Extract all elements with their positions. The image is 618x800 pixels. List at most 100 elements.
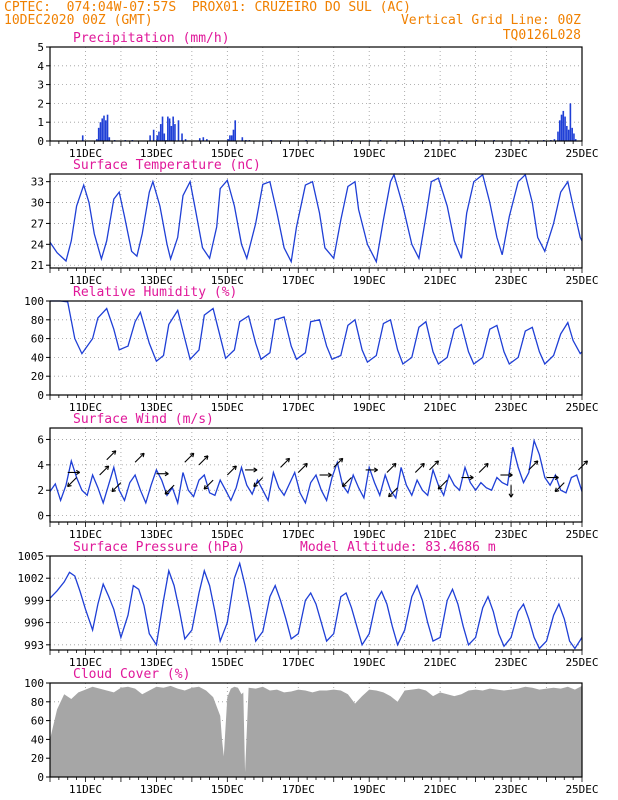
y-tick-label: 996: [24, 617, 44, 630]
x-tick-label: 13DEC: [140, 528, 173, 541]
series-line: [49, 561, 583, 650]
precip-bar: [202, 137, 205, 141]
precip-bar: [230, 135, 233, 141]
wind-arrow: [226, 465, 237, 476]
y-tick-label: 33: [31, 176, 44, 189]
wind-arrow: [365, 467, 378, 473]
series-line: [49, 438, 583, 506]
precip-bar: [567, 129, 570, 141]
wind-arrow: [388, 487, 398, 498]
precip-bar: [161, 116, 164, 141]
y-tick-label: 0: [37, 510, 44, 523]
header-date-line: 10DEC2020 00Z (GMT): [4, 13, 153, 28]
x-tick-label: 23DEC: [495, 274, 528, 287]
precip-bar: [198, 138, 201, 141]
x-tick-label: 21DEC: [424, 528, 457, 541]
precip-bar: [108, 137, 111, 141]
x-tick-label: 17DEC: [282, 656, 315, 669]
wind-arrow: [528, 460, 539, 471]
precip-bar: [571, 127, 573, 141]
x-tick-label: 15DEC: [211, 783, 244, 796]
precip-bar: [558, 120, 561, 141]
header-station-line: CPTEC: 074:04W-07:57S PROX01: CRUZEIRO D…: [4, 0, 411, 15]
precip-bar: [181, 133, 183, 141]
x-tick-label: 19DEC: [353, 401, 386, 414]
wind-arrow: [134, 452, 145, 463]
wind-arrow: [319, 472, 332, 478]
precip-bar: [184, 139, 187, 141]
wind-arrow: [578, 460, 588, 471]
y-tick-label: 60: [31, 333, 44, 346]
precip-bar: [96, 139, 98, 141]
y-tick-label: 0: [37, 389, 44, 402]
precip-bar: [163, 133, 166, 141]
y-tick-label: 40: [31, 733, 44, 746]
panel-title: Relative Humidity (%): [73, 285, 237, 300]
wind-arrow: [429, 460, 440, 471]
panel-3: Relative Humidity (%) 0 20 40 60 80 100 11DEC 13…: [24, 285, 598, 414]
precip-bar: [553, 139, 556, 141]
y-tick-label: 999: [24, 594, 44, 607]
x-tick-label: 21DEC: [424, 656, 457, 669]
x-tick-label: 25DEC: [565, 783, 598, 796]
wind-arrow: [478, 462, 489, 473]
x-tick-label: 11DEC: [69, 783, 102, 796]
y-tick-label: 1005: [18, 550, 45, 563]
y-tick-label: 3: [37, 79, 44, 92]
y-tick-label: 60: [31, 715, 44, 728]
precip-bar: [569, 103, 572, 141]
x-tick-label: 13DEC: [140, 783, 173, 796]
x-tick-label: 19DEC: [353, 274, 386, 287]
y-tick-label: 6: [37, 433, 44, 446]
y-tick-label: 4: [37, 60, 44, 73]
y-tick-label: 80: [31, 314, 44, 327]
panel-frame: [49, 300, 583, 396]
wind-arrow: [198, 455, 209, 466]
precip-bar: [562, 110, 565, 141]
wind-arrow: [341, 477, 352, 488]
x-tick-label: 25DEC: [565, 656, 598, 669]
x-tick-label: 19DEC: [353, 147, 386, 160]
x-tick-label: 15DEC: [211, 147, 244, 160]
x-tick-label: 13DEC: [140, 274, 173, 287]
y-tick-label: 80: [31, 696, 44, 709]
precip-bar: [234, 120, 237, 141]
wind-arrow: [184, 452, 195, 463]
panel-frame: [49, 46, 583, 142]
wind-arrow: [99, 465, 110, 476]
x-tick-label: 23DEC: [495, 528, 528, 541]
panel-title: Surface Wind (m/s): [73, 412, 214, 427]
x-tick-label: 11DEC: [69, 656, 102, 669]
y-tick-label: 4: [37, 459, 44, 472]
precip-bar: [158, 131, 160, 141]
y-tick-label: 0: [37, 135, 44, 148]
wind-arrow: [546, 475, 559, 481]
y-tick-label: 0: [37, 771, 44, 784]
panel-4: Surface Wind (m/s) 0 2 4 6 11DEC 13DEC 15DEC 17D…: [37, 412, 598, 541]
precip-bar: [99, 122, 102, 141]
y-tick-label: 20: [31, 370, 44, 383]
y-tick-label: 20: [31, 752, 44, 765]
precip-bar: [227, 139, 229, 141]
series-line: [50, 300, 583, 366]
x-tick-label: 25DEC: [565, 147, 598, 160]
precip-bar: [159, 124, 162, 141]
y-tick-label: 993: [24, 639, 44, 652]
y-tick-label: 27: [31, 217, 44, 230]
precip-bar: [177, 120, 180, 141]
x-tick-label: 21DEC: [424, 274, 457, 287]
y-tick-label: 100: [24, 295, 44, 308]
precip-bar: [557, 131, 559, 141]
header-grid-line-note: Vertical Grid Line: 00Z: [400, 13, 581, 28]
precip-bar: [229, 135, 231, 141]
precip-bar: [167, 116, 169, 141]
precip-bar: [174, 124, 176, 141]
x-tick-label: 23DEC: [495, 656, 528, 669]
x-tick-label: 23DEC: [495, 401, 528, 414]
wind-arrow: [297, 462, 308, 473]
precip-bar: [170, 125, 173, 141]
y-tick-label: 100: [24, 677, 44, 690]
precip-bar: [152, 129, 155, 141]
precip-bar: [573, 133, 575, 141]
